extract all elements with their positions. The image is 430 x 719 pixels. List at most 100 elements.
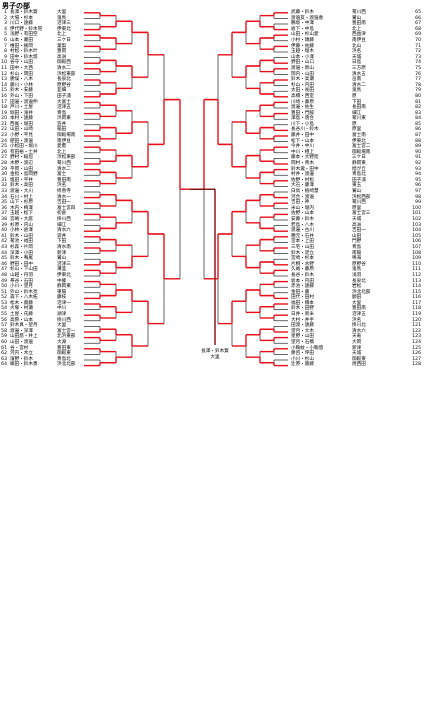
- entry-number: 70: [415, 37, 421, 43]
- entry-row: 126 勝呂・坪田 天城: [291, 351, 430, 357]
- entry-players: 鈴木・足立: [291, 250, 314, 256]
- entry-number: 71: [415, 43, 421, 49]
- entry-row: 60 山田・渡邉 大淵: [0, 340, 100, 346]
- entry-school: 南伊豆: [352, 37, 366, 43]
- entry-players: 長澤・鈴木賀: [10, 10, 38, 15]
- entry-number: 111: [412, 267, 421, 273]
- entry-players: 大塚・村瀬: [10, 306, 33, 312]
- entry-players: 濱野・鈴木: [10, 356, 33, 362]
- entry-row: 64 織田・鈴木勇 浜北北部: [0, 362, 100, 368]
- entry-row: 90 中川・相上 御殿場南: [291, 150, 430, 156]
- entry-players: 伊藤・佐藤: [291, 43, 314, 49]
- entry-players: 鈴木・高瀬: [291, 77, 314, 83]
- entry-school: 浜岡東: [57, 116, 71, 122]
- entry-school: 岳南: [352, 77, 362, 83]
- entry-number: 11: [1, 65, 7, 71]
- entry-players: 村井・渡邊: [291, 172, 314, 178]
- entry-number: 105: [412, 233, 421, 239]
- entry-number: 56: [1, 317, 7, 323]
- entry-row: 44 深澤・小田 新津: [0, 251, 100, 257]
- entry-row: 80 高橋・西室 原: [291, 94, 430, 100]
- entry-players: 辻原・齋藤: [291, 362, 314, 368]
- entry-school: 南陽: [352, 250, 362, 256]
- entry-school: 北上: [57, 32, 67, 38]
- entry-players: 佐野・山本: [291, 211, 314, 217]
- entry-number: 92: [415, 161, 421, 167]
- entry-school: 吉田一: [57, 200, 71, 206]
- entry-school: 田子浦: [352, 177, 366, 183]
- entry-number: 20: [1, 116, 7, 122]
- entry-players: 河内・木立: [10, 351, 33, 357]
- entry-row: 36 木内・梅澤 富士宮四: [0, 206, 100, 212]
- entry-school: 浜名: [352, 317, 362, 323]
- entry-school: 菊川西: [352, 200, 366, 206]
- entry-school: 浅羽: [352, 272, 362, 278]
- entry-school: 北浜東部: [57, 334, 76, 340]
- entry-players: 谷守・山田: [10, 60, 33, 66]
- entry-school: 細江: [57, 222, 67, 228]
- entry-players: 杉原・内山: [10, 222, 33, 228]
- entry-number: 31: [1, 177, 7, 183]
- entry-players: 山下・杉原: [10, 200, 33, 206]
- entry-school: 下田: [57, 239, 67, 245]
- entry-row: 68 坂下・中島 北上: [291, 27, 430, 33]
- entry-school: 焼西田: [352, 362, 366, 368]
- entry-players: 西尾・堀田: [10, 121, 33, 127]
- entry-row: 123 星野・山田 天竜: [291, 334, 430, 340]
- entry-number: 75: [415, 65, 421, 71]
- entry-row: 55 土屋・氏藤 湖津: [0, 312, 100, 318]
- entry-players: 太田・長田: [291, 88, 314, 94]
- entry-row: 115 金田・藤 浜北北部: [291, 290, 430, 296]
- entry-school: 高洲: [57, 54, 67, 60]
- entry-number: 4: [4, 26, 7, 32]
- entry-row: 79 太田・長田 鬼馬: [291, 88, 430, 94]
- entry-school: 豊岡: [57, 49, 67, 55]
- entry-players: 伊代野・鈴木晃: [10, 26, 43, 32]
- entry-school: 中川: [57, 306, 67, 312]
- entry-number: 110: [412, 261, 421, 267]
- entry-row: 46 野田・田中 沼津三: [0, 262, 100, 268]
- entry-players: 松下・山本: [291, 138, 314, 144]
- entry-number: 74: [415, 60, 421, 66]
- entry-school: 原野谷: [352, 261, 366, 267]
- entry-number: 73: [415, 54, 421, 60]
- entry-players: 坂本・内田: [291, 278, 314, 284]
- entry-school: 修善寺: [57, 189, 71, 194]
- entry-school: 原: [352, 121, 357, 127]
- entry-row: 54 大塚・村瀬 中川: [0, 306, 100, 312]
- entry-number: 38: [1, 216, 7, 222]
- entry-school: 富士宮四: [57, 205, 76, 211]
- entry-players: 渡邊・大川: [10, 189, 33, 194]
- entry-players: 米山・堀内: [291, 205, 314, 211]
- entry-players: 久嶋・藤原: [291, 267, 314, 273]
- entry-players: 長谷川・鈴木: [291, 127, 319, 133]
- entry-number: 50: [1, 284, 7, 290]
- entry-number: 126: [412, 351, 421, 357]
- entry-number: 81: [415, 99, 421, 105]
- entry-school: 清水南: [57, 244, 71, 250]
- entry-number: 53: [1, 300, 7, 306]
- entry-school: 菊川西: [57, 161, 71, 167]
- entry-row: 89 今井・中川 富士宮二: [291, 144, 430, 150]
- entry-row: 39 杉原・内山 細江: [0, 223, 100, 229]
- entry-number: 101: [412, 211, 421, 217]
- entry-number: 96: [415, 183, 421, 189]
- entry-number: 22: [1, 127, 7, 133]
- entry-players: 肥田・渡邉: [10, 138, 33, 144]
- entry-school: 三ケ日: [57, 37, 71, 43]
- entry-number: 108: [412, 250, 421, 256]
- entry-number: 7: [4, 43, 7, 49]
- entry-school: 藤枝: [57, 295, 67, 301]
- entry-school: 鷲山: [57, 256, 67, 262]
- entry-players: 岡内・山田: [291, 71, 314, 77]
- entry-players: 渡邉友・渡邉春: [291, 15, 324, 21]
- entry-school: 御殿場南: [57, 133, 76, 139]
- entry-row: 24 肥田・渡邉 南伊豆: [0, 139, 100, 145]
- entry-school: 清水五: [352, 71, 366, 77]
- entry-row: 18 戸川・土屋 沼津五: [0, 105, 100, 111]
- entry-row: 27 野村・稲垣 浜松東部: [0, 155, 100, 161]
- entry-number: 57: [1, 323, 7, 329]
- entry-row: 50 小川・望月 静岡東: [0, 284, 100, 290]
- entry-number: 55: [1, 312, 7, 318]
- entry-school: 三方原: [352, 65, 366, 71]
